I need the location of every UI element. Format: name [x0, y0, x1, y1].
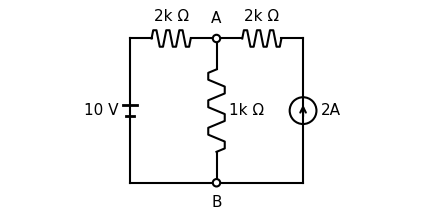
Text: 2A: 2A — [320, 103, 341, 118]
Text: 1k Ω: 1k Ω — [229, 103, 264, 118]
Text: 10 V: 10 V — [84, 103, 119, 118]
Text: 2k Ω: 2k Ω — [154, 9, 189, 24]
Text: B: B — [211, 195, 222, 210]
Circle shape — [213, 179, 220, 186]
Circle shape — [213, 35, 220, 42]
Text: 2k Ω: 2k Ω — [244, 9, 279, 24]
Text: A: A — [211, 11, 222, 26]
